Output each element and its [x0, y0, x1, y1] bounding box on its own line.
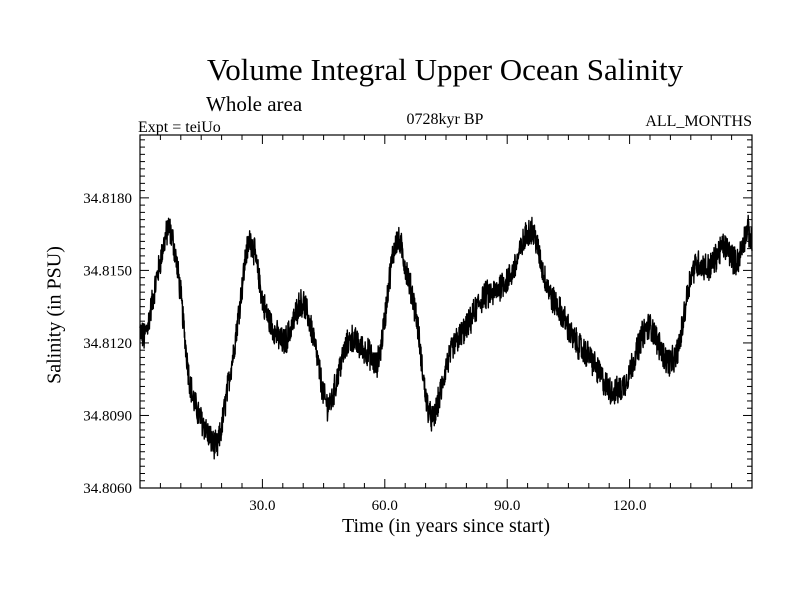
line-layer	[139, 214, 753, 460]
chart-title: Volume Integral Upper Ocean Salinity	[206, 52, 684, 87]
chart-subtitle: Whole area	[206, 92, 303, 116]
plot-frame	[139, 134, 753, 489]
y-tick-label: 34.8090	[83, 408, 132, 424]
y-tick-label: 34.8120	[83, 336, 132, 352]
x-tick-label: 60.0	[372, 498, 398, 514]
x-tick-label: 120.0	[613, 498, 647, 514]
y-tick-label: 34.8150	[83, 263, 132, 279]
months-label: ALL_MONTHS	[645, 113, 752, 130]
salinity-series-line	[139, 214, 753, 460]
period-label: 0728kyr BP	[406, 111, 484, 128]
y-tick-label: 34.8060	[83, 481, 132, 497]
experiment-label: Expt = teiUo	[138, 119, 221, 136]
tick-layer: 34.8060 34.8090 34.8120 34.8150 34.8180 30.0 6…	[83, 135, 752, 514]
x-axis-label: Time (in years since start)	[341, 515, 551, 537]
y-tick-label: 34.8180	[83, 191, 132, 207]
x-tick-label: 90.0	[494, 498, 520, 514]
x-tick-label: 30.0	[249, 498, 275, 514]
y-axis-label-text: Salinity (in PSU)	[43, 246, 66, 384]
